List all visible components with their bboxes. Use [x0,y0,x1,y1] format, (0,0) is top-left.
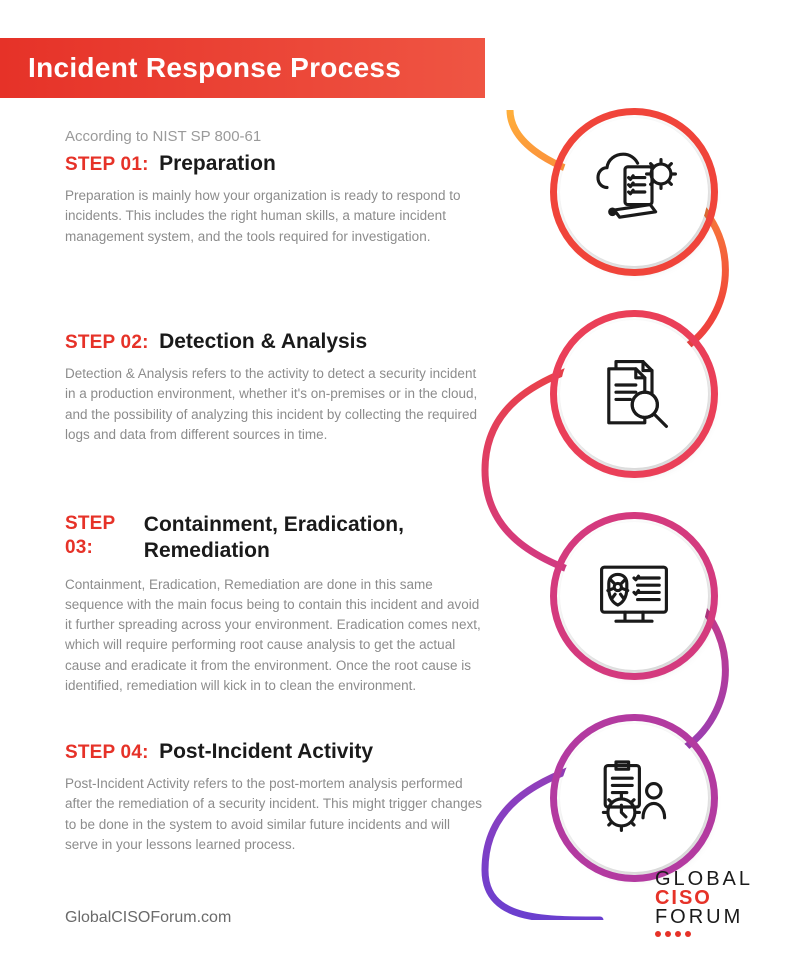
step-3-label: STEP 03: [65,512,138,560]
step-2-ring [550,310,718,478]
brand-logo: GLOBAL CISO FORUM [655,870,753,937]
step-2-desc: Detection & Analysis refers to the activ… [65,364,485,445]
step-3-circle [560,522,708,670]
step-3-ring [550,512,718,680]
step-4-circle [560,724,708,872]
brand-line-3: FORUM [655,908,753,927]
step-1-label: STEP 01: [65,154,149,175]
step-2-title: Detection & Analysis [159,330,367,353]
step-3-title: Containment, Eradication, Remediation [144,512,485,565]
step-4-label: STEP 04: [65,742,149,763]
step-1-title: Preparation [159,152,276,175]
step-1-desc: Preparation is mainly how your organizat… [65,186,485,247]
step-2-label: STEP 02: [65,332,149,353]
brand-dots [655,931,753,937]
step-2-circle [560,320,708,468]
footer-url: GlobalCISOForum.com [65,909,231,927]
step-1-ring [550,108,718,276]
step-4-title: Post-Incident Activity [159,740,373,763]
subtitle: According to NIST SP 800-61 [65,128,261,145]
step-1-circle [560,118,708,266]
step-3: STEP 03: Containment, Eradication, Remed… [65,512,485,696]
step-3-desc: Containment, Eradication, Remediation ar… [65,575,485,697]
step-4: STEP 04: Post-Incident Activity Post-Inc… [65,740,485,855]
header-bar: Incident Response Process [0,38,485,98]
step-4-ring [550,714,718,882]
step-1: STEP 01: Preparation Preparation is main… [65,152,485,247]
step-2: STEP 02: Detection & Analysis Detection … [65,330,485,445]
page-title: Incident Response Process [28,52,401,84]
step-4-desc: Post-Incident Activity refers to the pos… [65,774,485,855]
